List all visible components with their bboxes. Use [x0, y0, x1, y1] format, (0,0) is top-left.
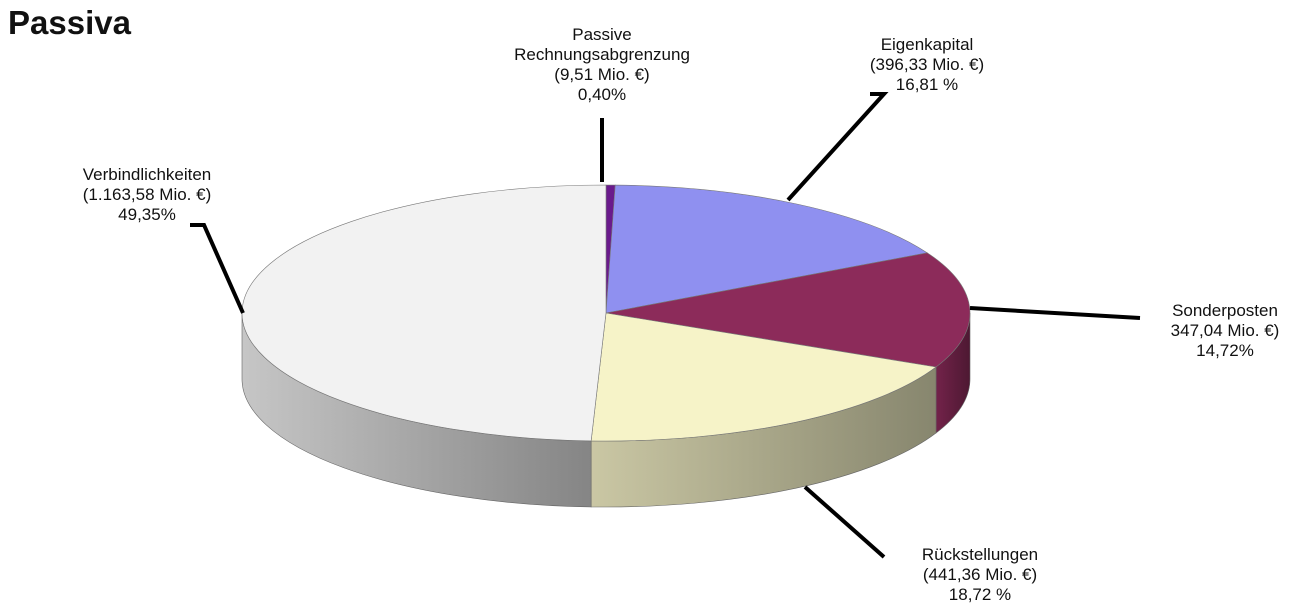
pie-slice [590, 312, 937, 442]
pie-slice [605, 184, 929, 314]
slice-label: Passive Rechnungsabgrenzung (9,51 Mio. €) 0… [514, 25, 690, 104]
leader-line [969, 306, 1141, 320]
slice-label: Verbindlichkeiten (1.163,58 Mio. €) 49,35% [83, 165, 212, 224]
leader-line [190, 223, 245, 314]
pie-slice [605, 252, 971, 368]
slice-label: Rückstellungen (441,36 Mio. €) 18,72 % [922, 545, 1038, 604]
leader-line [803, 485, 886, 559]
slice-label: Sonderposten 347,04 Mio. €) 14,72% [1171, 301, 1280, 360]
chart-title: Passiva [8, 4, 131, 41]
slice-label: Eigenkapital (396,33 Mio. €) 16,81 % [870, 35, 984, 94]
leader-line [786, 92, 889, 202]
